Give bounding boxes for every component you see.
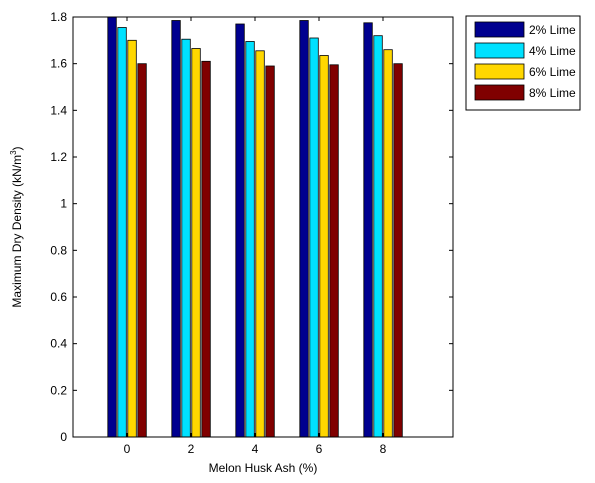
legend-swatch-2 xyxy=(474,42,525,59)
bar-4-lime-2 xyxy=(181,38,191,438)
bar-2-lime-2 xyxy=(171,20,181,438)
bar-6-lime-2 xyxy=(191,48,201,438)
legend-label-1: 2% Lime xyxy=(529,23,576,37)
y-tick-label: 0 xyxy=(60,430,67,444)
bar-4-lime-8 xyxy=(373,35,383,438)
y-tick-label: 0.4 xyxy=(50,337,67,351)
bar-4-lime-6 xyxy=(309,37,319,438)
x-axis-label: Melon Husk Ash (%) xyxy=(209,461,318,475)
axes-box xyxy=(72,16,454,438)
bar-2-lime-8 xyxy=(363,22,373,438)
bar-4-lime-4 xyxy=(245,41,255,438)
bar-8-lime-6 xyxy=(329,64,339,438)
bar-2-lime-6 xyxy=(299,20,309,438)
legend-label-2: 4% Lime xyxy=(529,44,576,58)
x-tick-label: 8 xyxy=(380,442,387,456)
bar-2-lime-0 xyxy=(107,16,117,438)
bar-6-lime-0 xyxy=(127,39,137,438)
bar-2-lime-4 xyxy=(235,23,245,438)
y-axis-label-sup: 3 xyxy=(9,150,18,155)
y-tick-label: 0.6 xyxy=(50,290,67,304)
x-tick-label: 2 xyxy=(188,442,195,456)
bar-6-lime-8 xyxy=(383,49,393,438)
y-tick-label: 0.2 xyxy=(50,383,67,397)
y-tick-label: 1.2 xyxy=(50,150,67,164)
bar-6-lime-4 xyxy=(255,50,265,438)
bar-8-lime-2 xyxy=(201,60,211,438)
legend-swatch-4 xyxy=(474,84,525,101)
x-ticks: 0 2 4 6 8 xyxy=(124,17,387,456)
y-axis-label-end: ) xyxy=(10,146,24,150)
y-tick-label: 1 xyxy=(60,197,67,211)
legend-swatch-1 xyxy=(474,21,525,38)
legend-label-3: 6% Lime xyxy=(529,65,576,79)
x-tick-label: 4 xyxy=(252,442,259,456)
legend: 2% Lime 4% Lime 6% Lime 8% Lime xyxy=(465,15,581,111)
bar-8-lime-8 xyxy=(393,63,403,438)
y-tick-label: 0.8 xyxy=(50,243,67,257)
axes xyxy=(72,16,454,438)
bar-6-lime-6 xyxy=(319,55,329,438)
y-axis-label-main: Maximum Dry Density (kN/m xyxy=(10,155,24,308)
bar-8-lime-0 xyxy=(137,63,147,438)
y-tick-label: 1.6 xyxy=(50,57,67,71)
y-axis-label: Maximum Dry Density (kN/m3) xyxy=(9,146,24,307)
y-tick-label: 1.8 xyxy=(50,10,67,24)
bar-4-lime-0 xyxy=(117,27,127,438)
x-tick-label: 0 xyxy=(124,442,131,456)
bar-8-lime-4 xyxy=(265,65,275,438)
legend-label-4: 8% Lime xyxy=(529,86,576,100)
legend-swatch-3 xyxy=(474,63,525,80)
y-ticks: 0 0.2 0.4 0.6 0.8 1 1.2 1.4 1.6 1.8 xyxy=(50,10,453,444)
x-tick-label: 6 xyxy=(316,442,323,456)
y-tick-label: 1.4 xyxy=(50,103,67,117)
